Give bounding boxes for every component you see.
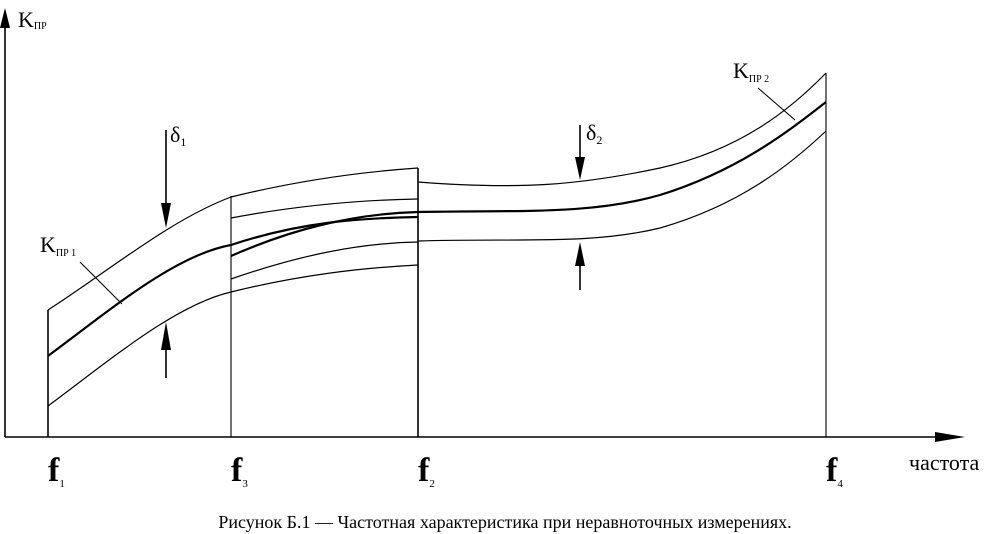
delta2-arrowhead-bottom <box>575 242 585 266</box>
curve-label-kpr1: KПР 1 <box>40 232 76 259</box>
band3-center <box>417 101 827 214</box>
band2-upper <box>230 167 419 198</box>
band2-lower <box>230 264 419 293</box>
freq-label-f1: f1 <box>48 452 65 490</box>
band3-lower <box>417 130 827 242</box>
band3-upper <box>417 72 827 187</box>
band1-lower <box>47 291 232 407</box>
band1-upper <box>47 196 232 311</box>
delta1-arrowhead-bottom <box>161 322 171 350</box>
x-axis-arrow <box>935 432 965 442</box>
y-axis-arrow <box>0 8 10 28</box>
figure-caption: Рисунок Б.1 — Частотная характеристика п… <box>218 512 791 532</box>
delta2-arrowhead-top <box>575 157 585 180</box>
freq-label-f4: f4 <box>826 452 843 490</box>
delta1-label: δ1 <box>170 122 186 149</box>
delta2-label: δ2 <box>586 120 602 147</box>
kpr1-leader <box>79 261 123 305</box>
freq-label-f3: f3 <box>231 452 248 490</box>
x-axis-label: частота <box>909 450 980 475</box>
band2-inner-upper <box>230 198 419 219</box>
delta1-arrowhead-top <box>161 203 171 228</box>
band1-center <box>47 243 232 357</box>
curve-label-kpr2: KПР 2 <box>733 58 769 85</box>
band2-inner-lower <box>230 241 419 280</box>
freq-label-f2: f2 <box>418 452 435 490</box>
kpr2-leader <box>757 87 796 121</box>
band2-center-alt <box>230 210 419 258</box>
y-axis-label: KПР <box>18 7 47 32</box>
band2-center <box>230 215 419 247</box>
